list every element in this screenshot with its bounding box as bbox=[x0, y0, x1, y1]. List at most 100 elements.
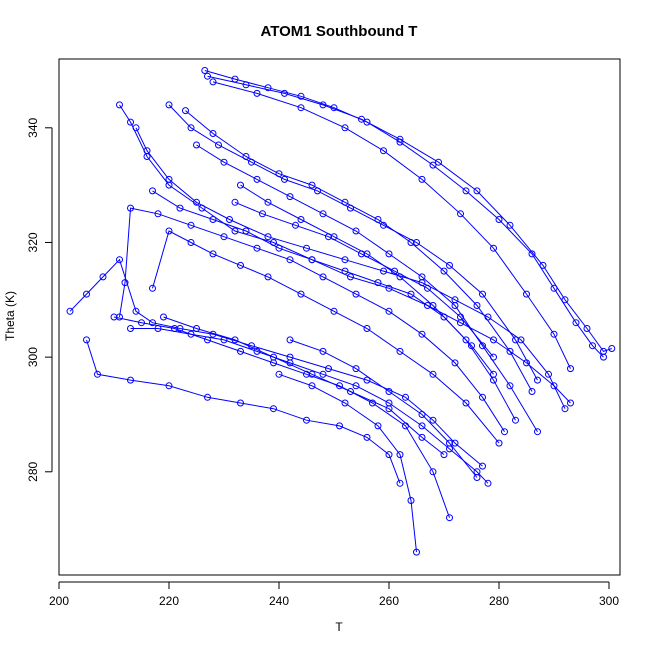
data-point bbox=[545, 370, 552, 378]
data-point bbox=[303, 244, 310, 252]
data-point bbox=[407, 290, 415, 298]
series-line bbox=[119, 104, 571, 404]
data-point bbox=[253, 175, 261, 183]
data-point bbox=[127, 325, 134, 332]
data-point bbox=[473, 474, 481, 481]
data-point bbox=[165, 382, 173, 390]
data-point bbox=[484, 479, 492, 487]
data-point bbox=[187, 221, 195, 229]
data-point bbox=[308, 370, 316, 378]
data-point bbox=[281, 175, 288, 183]
data-point bbox=[242, 153, 250, 160]
series-line bbox=[196, 144, 538, 432]
data-point bbox=[209, 250, 217, 258]
data-point bbox=[528, 388, 536, 395]
data-point bbox=[479, 342, 486, 350]
data-point bbox=[380, 267, 387, 275]
series-17 bbox=[237, 181, 519, 424]
series-12 bbox=[110, 313, 453, 522]
data-point bbox=[193, 198, 200, 206]
data-point bbox=[583, 325, 591, 332]
data-point bbox=[220, 233, 228, 241]
axes: 200 220 240 260 280 300 280 300 320 340 bbox=[26, 117, 619, 608]
data-point bbox=[286, 256, 294, 264]
data-point bbox=[259, 210, 266, 218]
data-point bbox=[116, 256, 123, 264]
data-point bbox=[385, 284, 393, 292]
data-point bbox=[418, 411, 426, 418]
x-axis-label: T bbox=[335, 620, 343, 634]
series-line bbox=[119, 207, 505, 432]
data-point bbox=[253, 89, 261, 97]
data-point bbox=[446, 261, 453, 269]
data-point bbox=[149, 284, 156, 292]
data-point bbox=[308, 256, 316, 264]
data-point bbox=[66, 307, 74, 315]
data-point bbox=[83, 336, 90, 344]
series-line bbox=[168, 104, 538, 381]
data-point bbox=[380, 147, 387, 155]
data-marks bbox=[66, 67, 616, 556]
data-point bbox=[396, 347, 404, 355]
series-14 bbox=[160, 313, 448, 459]
data-point bbox=[176, 204, 184, 212]
series-11 bbox=[127, 325, 492, 487]
data-point bbox=[270, 405, 277, 413]
data-point bbox=[138, 319, 145, 327]
data-point bbox=[165, 101, 173, 109]
data-point bbox=[193, 325, 200, 332]
data-point bbox=[281, 89, 288, 97]
data-point bbox=[264, 198, 272, 206]
data-point bbox=[374, 216, 382, 223]
data-point bbox=[550, 330, 558, 338]
series-line bbox=[289, 339, 478, 478]
series-9 bbox=[231, 198, 497, 361]
data-point bbox=[501, 428, 508, 436]
data-point bbox=[237, 181, 244, 189]
series-line bbox=[204, 70, 604, 358]
series-line bbox=[234, 201, 494, 358]
data-point bbox=[396, 479, 404, 487]
data-point bbox=[429, 302, 437, 309]
data-point bbox=[385, 405, 393, 413]
data-point bbox=[495, 439, 503, 447]
data-point bbox=[440, 267, 448, 275]
data-point bbox=[237, 399, 244, 407]
data-point bbox=[374, 422, 382, 430]
data-point bbox=[116, 101, 123, 109]
data-point bbox=[539, 261, 547, 269]
data-point bbox=[132, 307, 140, 315]
data-point bbox=[215, 141, 222, 149]
data-point bbox=[231, 198, 239, 206]
data-point bbox=[506, 347, 514, 355]
data-point bbox=[319, 273, 327, 281]
data-point bbox=[204, 72, 211, 80]
data-point bbox=[561, 405, 569, 413]
data-point bbox=[512, 416, 519, 424]
series-1 bbox=[201, 67, 607, 361]
data-point bbox=[462, 187, 470, 195]
series-7 bbox=[182, 107, 536, 395]
y-tick-label: 280 bbox=[26, 461, 40, 481]
data-point bbox=[429, 370, 437, 378]
data-point bbox=[319, 370, 327, 378]
data-point bbox=[457, 210, 464, 218]
chart-title: ATOM1 Southbound T bbox=[261, 23, 418, 40]
data-point bbox=[237, 261, 244, 269]
data-point bbox=[308, 382, 316, 390]
data-point bbox=[242, 81, 250, 89]
data-point bbox=[473, 187, 481, 195]
data-point bbox=[83, 290, 90, 298]
data-point bbox=[116, 313, 123, 321]
data-point bbox=[264, 273, 272, 281]
data-point bbox=[336, 382, 343, 390]
series-line bbox=[86, 339, 401, 484]
data-point bbox=[462, 399, 470, 407]
series-20 bbox=[286, 336, 481, 481]
data-point bbox=[550, 382, 558, 390]
x-tick-label: 300 bbox=[599, 594, 619, 608]
data-point bbox=[495, 216, 503, 223]
data-point bbox=[567, 399, 574, 407]
data-point bbox=[160, 313, 167, 321]
data-point bbox=[589, 342, 596, 350]
